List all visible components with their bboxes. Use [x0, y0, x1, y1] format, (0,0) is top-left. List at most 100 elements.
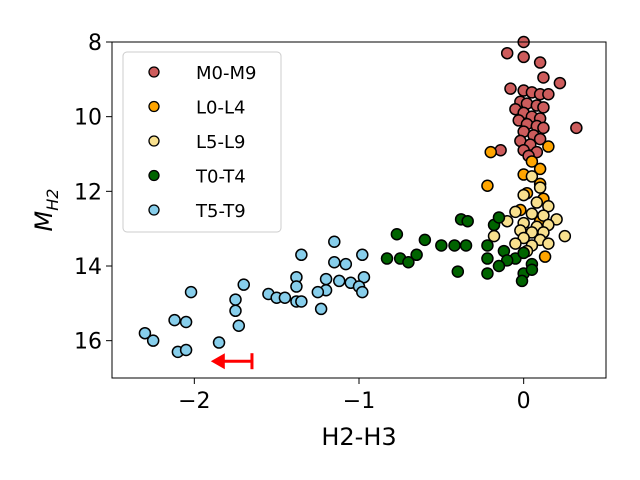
point-l0-l4: [481, 179, 494, 192]
point-l0-l4: [538, 250, 552, 263]
point-t5-t9: [295, 295, 308, 308]
y-axis-ticks: 8 10 12 14 16: [74, 31, 112, 355]
point-t5-t9: [146, 334, 160, 347]
point-t5-t9: [229, 293, 242, 306]
point-m0-m9: [537, 71, 550, 84]
y-tick-label: 16: [74, 330, 102, 355]
point-t0-t4: [515, 274, 529, 288]
point-t0-t4: [448, 239, 461, 252]
point-m0-m9: [500, 46, 514, 60]
point-t0-t4: [380, 252, 394, 265]
point-t5-t9: [339, 257, 353, 271]
point-m0-m9: [494, 144, 507, 157]
point-t5-t9: [357, 270, 371, 284]
y-tick-label: 14: [74, 255, 102, 280]
point-t5-t9: [319, 272, 333, 286]
point-l0-l4: [542, 140, 555, 153]
x-axis-ticks: −2 −1 0: [178, 378, 531, 414]
legend-marker-t5-t9: [148, 204, 160, 216]
point-m0-m9: [570, 121, 583, 135]
point-t0-t4: [418, 233, 432, 247]
point-m0-m9: [533, 132, 547, 146]
annotations: [210, 353, 254, 370]
legend-marker-l0-l4: [148, 100, 160, 113]
point-t5-t9: [232, 319, 246, 332]
limit-arrow-head: [210, 353, 225, 370]
point-t0-t4: [525, 263, 539, 276]
point-l5-l9: [517, 188, 530, 202]
point-m0-m9: [537, 121, 550, 135]
legend-label-t5-t9: T5-T9: [195, 201, 246, 222]
point-t5-t9: [237, 278, 250, 291]
y-tick-label: 12: [74, 180, 102, 205]
point-t0-t4: [435, 239, 448, 252]
point-m0-m9: [553, 76, 567, 90]
point-t0-t4: [390, 228, 404, 241]
point-t0-t4: [492, 259, 506, 273]
point-l5-l9: [533, 181, 547, 194]
x-tick-label: −1: [343, 389, 375, 414]
point-t0-t4: [481, 239, 494, 252]
legend-box: [122, 51, 282, 233]
point-t0-t4: [461, 214, 474, 228]
point-t5-t9: [290, 280, 303, 293]
point-t5-t9: [356, 248, 369, 262]
point-m0-m9: [533, 56, 547, 69]
point-t5-t9: [356, 285, 369, 299]
point-l5-l9: [530, 196, 544, 209]
point-l5-l9: [509, 205, 522, 219]
point-l0-l4: [525, 155, 539, 168]
x-tick-label: −2: [178, 389, 210, 414]
point-t5-t9: [278, 291, 292, 304]
point-l5-l9: [525, 170, 539, 183]
y-axis-label: MH2: [30, 189, 62, 232]
point-l5-l9: [558, 229, 572, 243]
point-t5-t9: [138, 326, 152, 340]
point-m0-m9: [537, 101, 550, 114]
legend-label-l0-l4: L0-L4: [196, 98, 245, 119]
y-tick-label: 8: [88, 31, 102, 56]
point-t0-t4: [517, 246, 530, 260]
legend: M0-M9 L0-L4 L5-L9 T0-T4 T5-T9: [122, 51, 282, 233]
legend-label-m0-m9: M0-M9: [196, 63, 256, 84]
point-l5-l9: [525, 207, 539, 220]
point-m0-m9: [517, 50, 530, 64]
data-points: [138, 35, 583, 359]
point-t0-t4: [481, 252, 494, 265]
point-t0-t4: [410, 248, 423, 262]
point-l5-l9: [509, 237, 522, 250]
y-axis-label-base: M: [30, 210, 58, 231]
point-t5-t9: [328, 235, 341, 248]
point-t5-t9: [311, 285, 325, 299]
legend-marker-t0-t4: [148, 169, 160, 182]
point-t5-t9: [328, 256, 341, 269]
point-l5-l9: [537, 209, 550, 222]
legend-label-l5-l9: L5-L9: [196, 132, 245, 153]
point-t5-t9: [229, 304, 242, 318]
point-t0-t4: [451, 265, 465, 278]
point-l0-l4: [533, 162, 547, 176]
point-t5-t9: [212, 336, 226, 349]
legend-marker-m0-m9: [148, 66, 160, 78]
point-l5-l9: [542, 237, 555, 250]
legend-marker-l5-l9: [148, 135, 160, 147]
point-t5-t9: [184, 285, 198, 299]
x-tick-label: 0: [517, 389, 531, 414]
point-m0-m9: [542, 88, 555, 101]
point-t0-t4: [459, 239, 473, 252]
point-m0-m9: [504, 82, 517, 95]
point-l0-l4: [484, 145, 497, 159]
x-axis-label: H2-H3: [321, 423, 396, 451]
legend-label-t0-t4: T0-T4: [195, 167, 246, 188]
point-t0-t4: [402, 256, 415, 269]
point-t0-t4: [481, 267, 494, 280]
point-t5-t9: [314, 302, 328, 316]
point-t5-t9: [168, 313, 181, 327]
point-t0-t4: [492, 211, 506, 224]
point-t5-t9: [332, 274, 346, 288]
y-axis-label-subscript: H2: [43, 189, 62, 211]
point-t5-t9: [179, 343, 193, 357]
point-t5-t9: [295, 248, 308, 262]
point-l5-l9: [542, 200, 555, 213]
